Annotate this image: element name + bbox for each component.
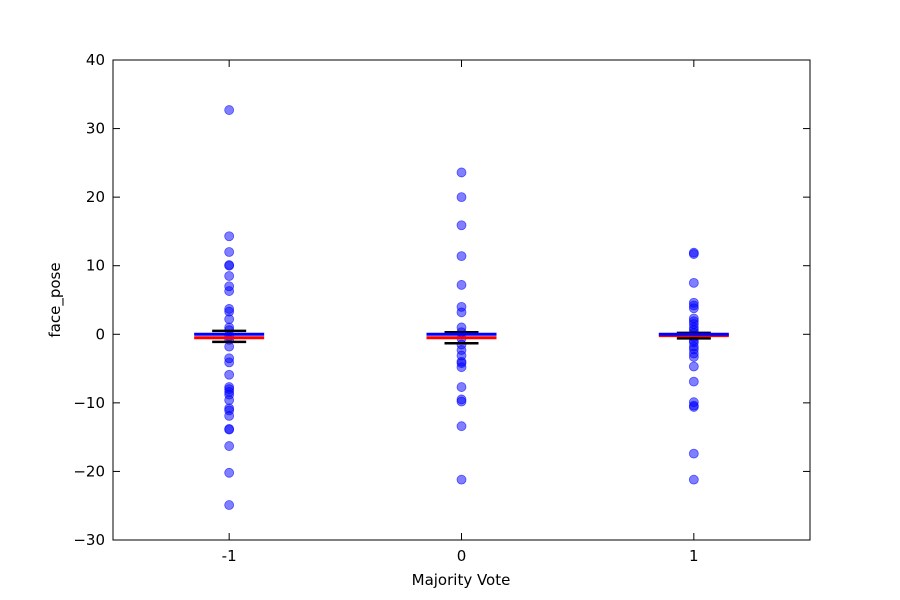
data-point xyxy=(688,352,699,362)
data-point xyxy=(688,303,699,314)
data-point xyxy=(224,395,235,406)
data-point xyxy=(224,314,235,325)
data-point xyxy=(224,341,235,352)
y-tick-label: 10 xyxy=(86,257,105,275)
points-layer xyxy=(224,105,699,510)
y-tick-label: −10 xyxy=(73,394,105,412)
y-tick-label: 20 xyxy=(86,188,105,206)
y-tick-label: −20 xyxy=(73,462,105,480)
data-point xyxy=(456,474,467,485)
y-tick-label: 0 xyxy=(95,325,105,343)
data-point xyxy=(456,251,467,262)
data-point xyxy=(688,249,699,259)
data-point xyxy=(688,361,699,372)
data-point xyxy=(224,247,235,257)
data-point xyxy=(456,396,467,407)
summary-lines-layer xyxy=(194,329,729,345)
data-point xyxy=(224,424,235,435)
data-point xyxy=(224,260,235,271)
y-axis-label: face_pose xyxy=(46,262,65,337)
data-point xyxy=(456,220,467,231)
data-point xyxy=(224,500,235,510)
x-tick-label: -1 xyxy=(222,547,237,565)
y-tick-label: −30 xyxy=(73,531,105,549)
data-point xyxy=(456,167,467,178)
x-tick-label: 1 xyxy=(689,547,699,565)
data-point xyxy=(456,307,467,318)
data-point xyxy=(688,402,699,412)
data-point xyxy=(456,280,467,290)
data-point xyxy=(224,369,235,380)
data-point xyxy=(224,467,235,478)
data-point xyxy=(456,382,467,392)
ticks-layer: −30 −20 −10 0 10 20 30 40 -1 0 1 xyxy=(73,51,810,565)
x-axis-label: Majority Vote xyxy=(412,571,511,589)
data-point xyxy=(224,357,235,368)
x-tick-label: 0 xyxy=(457,547,467,565)
data-point xyxy=(456,192,467,203)
data-point xyxy=(224,286,235,296)
data-point xyxy=(224,271,235,281)
data-point xyxy=(224,410,235,421)
data-point xyxy=(456,362,467,373)
plot-frame xyxy=(112,59,811,541)
data-point xyxy=(688,448,699,459)
data-point xyxy=(224,105,235,115)
data-point xyxy=(688,474,699,485)
data-point xyxy=(688,277,699,288)
data-point xyxy=(688,376,699,387)
y-tick-label: 40 xyxy=(86,51,105,69)
data-point xyxy=(224,441,235,451)
data-point xyxy=(456,421,467,432)
data-point xyxy=(224,231,235,242)
y-tick-label: 30 xyxy=(86,120,105,138)
